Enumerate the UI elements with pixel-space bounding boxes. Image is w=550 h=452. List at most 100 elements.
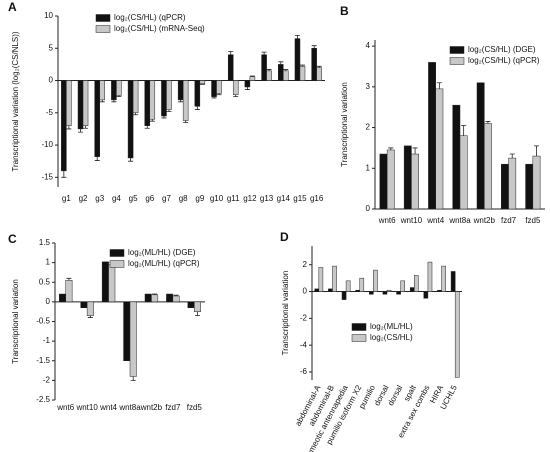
legend-swatch <box>95 14 111 22</box>
bar <box>194 301 201 312</box>
y-tick-label: 5 <box>49 43 54 52</box>
error-bar <box>485 121 491 124</box>
x-tick-label: g5 <box>129 194 138 203</box>
bar <box>261 54 267 81</box>
error-bar <box>152 293 158 295</box>
error-bar <box>173 294 179 296</box>
bar <box>116 80 122 96</box>
y-tick-label: -2 <box>300 313 308 322</box>
y-tick-label: 3 <box>366 82 371 91</box>
bar <box>400 280 405 292</box>
x-tick-label: g12 <box>243 194 257 203</box>
bar <box>177 80 184 101</box>
bar <box>316 67 322 81</box>
x-tick-label: fzd7 <box>501 216 517 225</box>
x-tick-label: wnt8a <box>448 216 471 225</box>
error-bar <box>183 120 189 123</box>
y-tick-label: 0 <box>303 287 308 296</box>
bar <box>278 64 284 81</box>
y-tick-label: 2 <box>366 123 371 132</box>
bar <box>82 80 89 126</box>
bar <box>414 275 419 292</box>
x-tick-label: wnt10 <box>75 403 98 412</box>
bar <box>396 291 401 295</box>
error-bar <box>316 65 322 68</box>
legend-label: log₂(CS/HL) (mRNA-Seq) <box>114 24 205 33</box>
bar <box>525 163 534 210</box>
bar <box>328 288 333 292</box>
legend-swatch <box>109 249 125 257</box>
legend-label: log₂(CS/HL) (qPCR) <box>114 13 186 22</box>
bar <box>211 80 217 97</box>
error-bar <box>261 51 267 55</box>
error-bar <box>249 75 255 77</box>
bar <box>151 294 159 303</box>
y-axis-label: Transcriptional variation (log₂(CS/NLS)) <box>11 31 20 172</box>
bar <box>111 80 117 101</box>
bar <box>216 80 222 94</box>
bar <box>77 80 84 130</box>
x-tick-label: g2 <box>79 194 88 203</box>
bar <box>129 301 137 377</box>
bar <box>459 135 468 210</box>
bar <box>450 271 456 292</box>
x-tick-label: g16 <box>310 194 324 203</box>
error-bar <box>144 125 150 129</box>
bar <box>166 293 174 303</box>
y-tick-label: 10 <box>44 11 53 20</box>
error-bar <box>294 34 300 39</box>
bar <box>379 153 388 210</box>
legend-swatch <box>449 57 465 65</box>
bar <box>454 291 460 378</box>
x-tick-label: g13 <box>260 194 274 203</box>
error-bar <box>194 106 200 110</box>
bar <box>149 80 156 120</box>
error-bar <box>83 125 89 129</box>
error-bar <box>166 109 172 112</box>
x-tick-label: g1 <box>62 194 71 203</box>
y-tick-label: -15 <box>41 172 53 181</box>
error-bar <box>161 116 167 119</box>
bar <box>61 80 67 172</box>
legend-swatch <box>351 323 367 331</box>
x-tick-label: wnt10 <box>400 216 423 225</box>
bar <box>99 80 105 101</box>
bar <box>161 80 167 117</box>
error-bar <box>233 94 239 98</box>
bar <box>382 291 388 295</box>
bar <box>386 149 395 210</box>
x-tick-label: g9 <box>195 194 204 203</box>
error-bar <box>128 157 134 162</box>
x-tick-label: fzd5 <box>525 216 541 225</box>
bar <box>318 267 324 292</box>
error-bar <box>130 376 136 381</box>
error-bar <box>228 51 234 55</box>
bar <box>403 145 412 210</box>
y-tick-label: 2 <box>303 260 308 269</box>
error-bar <box>178 99 184 103</box>
bar <box>341 291 347 300</box>
y-tick-label: 0 <box>49 76 54 85</box>
y-axis-label: Transcriptional variation <box>281 271 290 356</box>
y-tick-label: 0.5 <box>39 277 51 286</box>
legend-swatch <box>95 25 111 33</box>
bar <box>508 157 517 210</box>
bar <box>532 155 541 210</box>
bar <box>86 301 94 316</box>
bar <box>132 80 139 114</box>
x-tick-label: fzd7 <box>165 403 181 412</box>
bar <box>94 80 100 157</box>
bar <box>144 293 152 303</box>
bar <box>187 301 195 309</box>
x-tick-label: fzd5 <box>187 403 203 412</box>
y-tick-label: 4 <box>366 41 371 50</box>
bar <box>59 293 66 303</box>
legend-label: log₂(ML/HL) (qPCR) <box>128 259 200 268</box>
bar <box>345 280 351 292</box>
error-bar <box>509 153 515 159</box>
y-tick-label: 0 <box>366 204 371 213</box>
bar <box>123 301 131 361</box>
bar <box>66 80 72 126</box>
y-tick-label: 1 <box>46 258 51 267</box>
bar <box>311 48 317 81</box>
